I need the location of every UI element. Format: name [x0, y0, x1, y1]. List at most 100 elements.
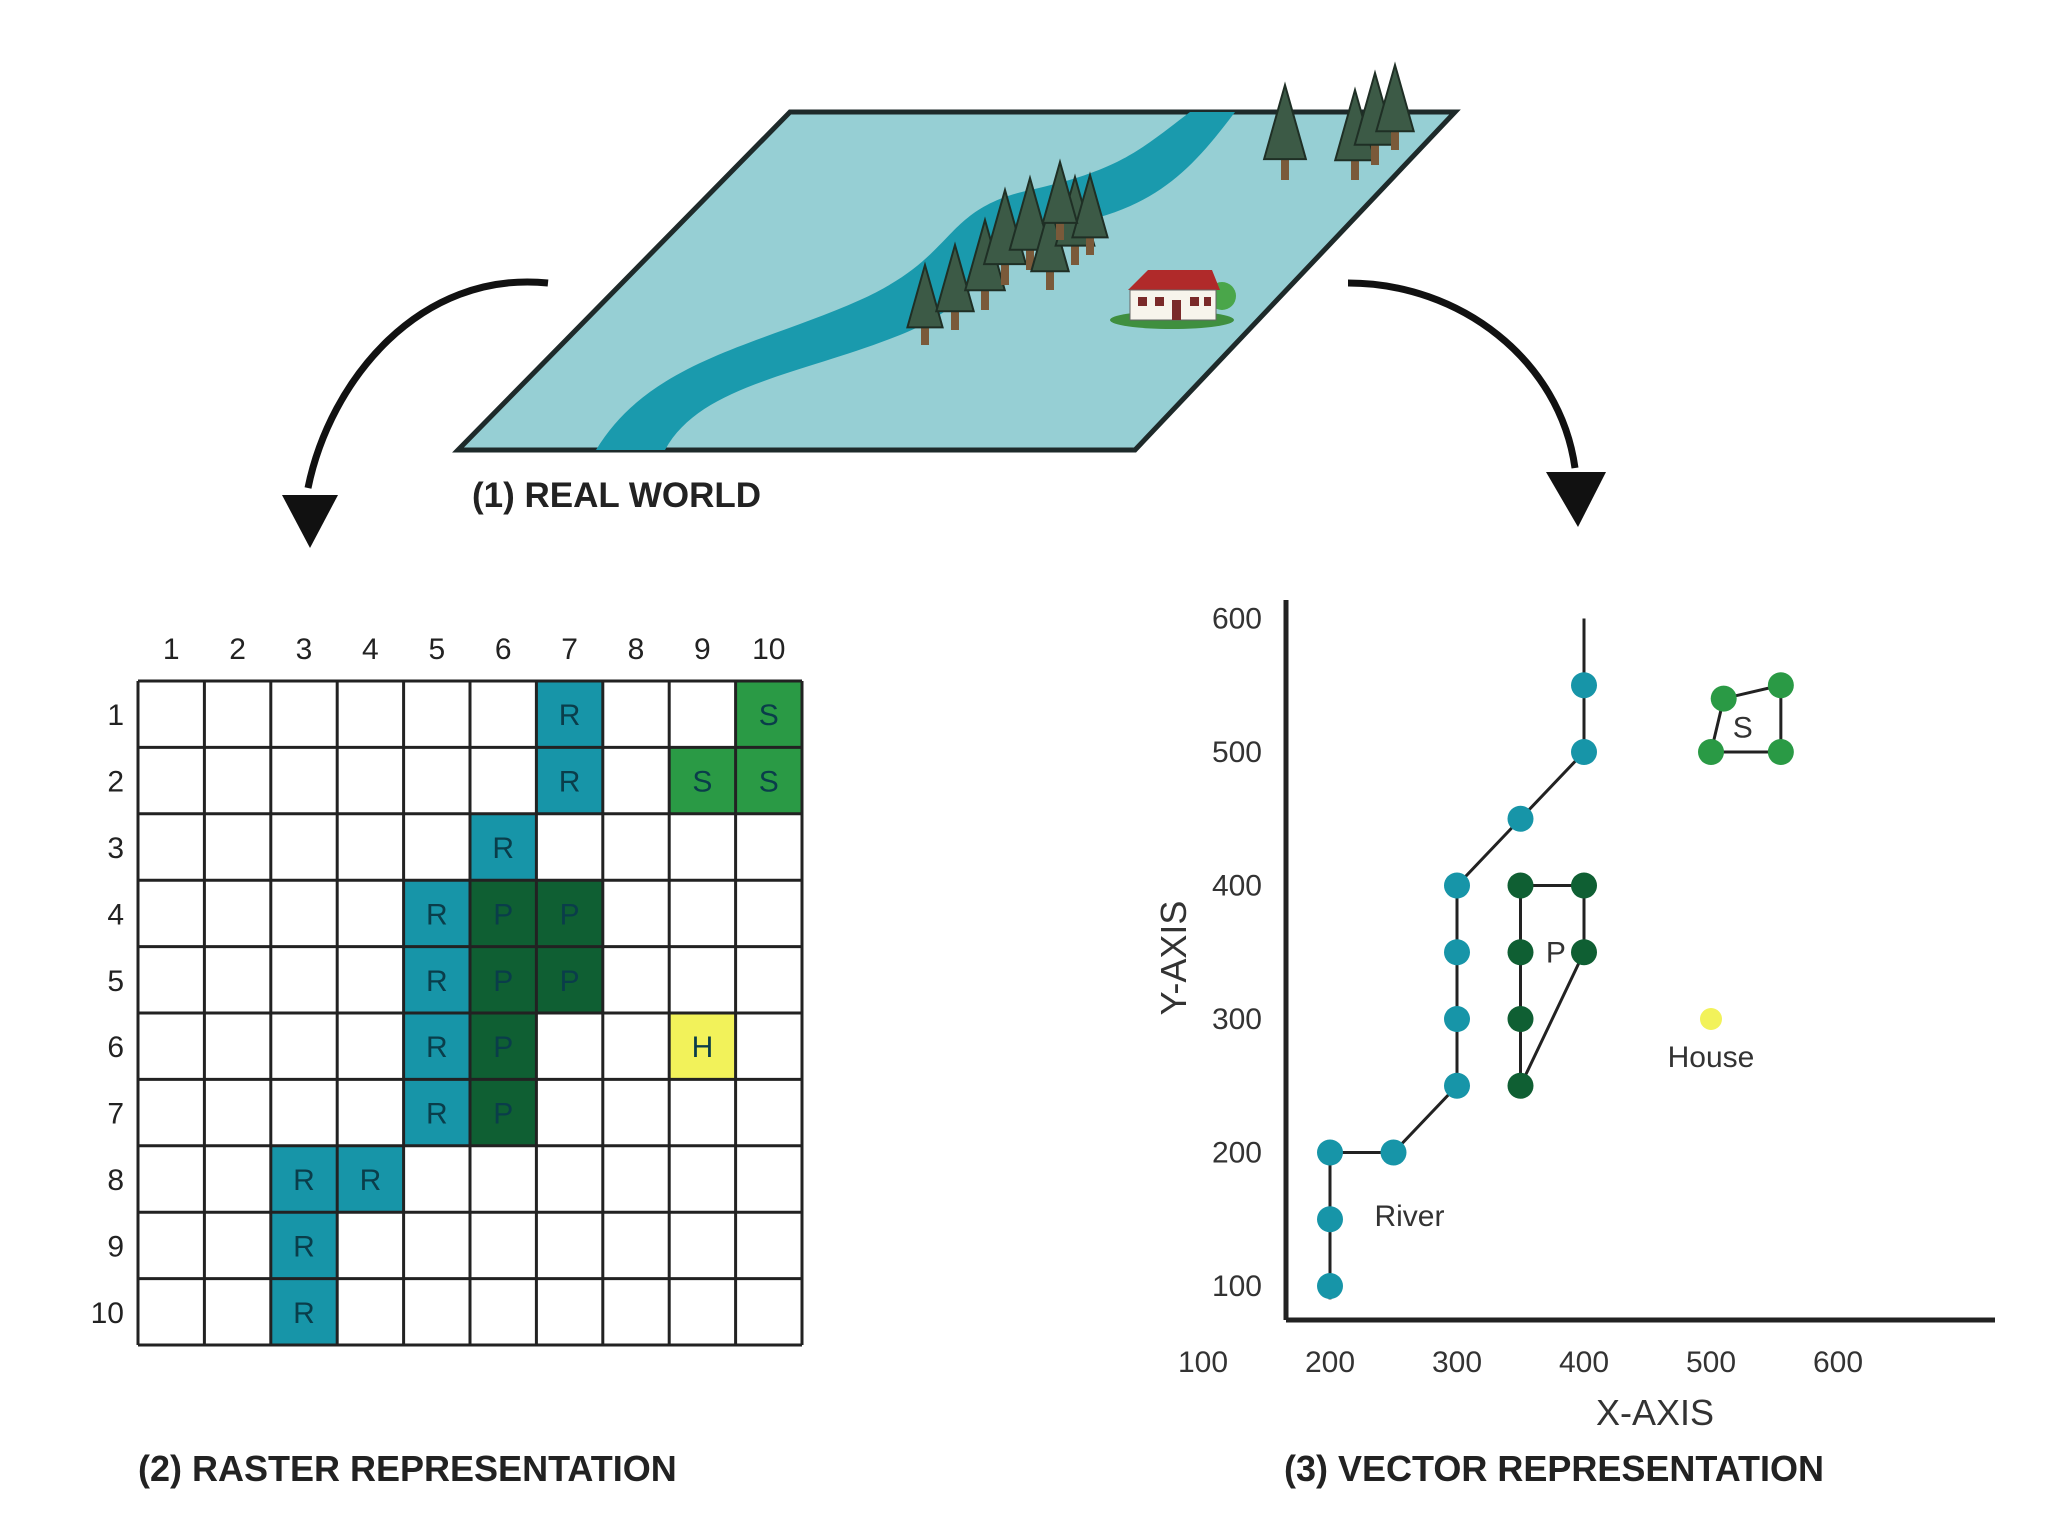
raster-row-label: 3: [107, 832, 124, 865]
y-tick-label: 200: [1212, 1137, 1262, 1170]
raster-column-label: 5: [428, 633, 445, 666]
raster-cell-label: S: [759, 699, 779, 732]
raster-cell-label: P: [493, 898, 513, 931]
y-tick-label: 600: [1212, 603, 1262, 636]
s-node: [1767, 739, 1794, 765]
raster-cell-fill: [270, 1145, 338, 1213]
raster-column-label: 9: [694, 633, 711, 666]
raster-cell-fill: [403, 1079, 470, 1146]
raster-cell-label: R: [559, 766, 581, 799]
p-node: [1507, 1072, 1534, 1099]
p-label: P: [1546, 936, 1566, 969]
x-axis-label: X-AXIS: [1596, 1392, 1714, 1433]
raster-row-label: 10: [91, 1297, 124, 1330]
arrow-to-raster-head: [282, 495, 338, 548]
p-polygon-outline: [1519, 884, 1586, 1087]
river-node: [1507, 805, 1534, 832]
tree-canopy: [1374, 61, 1416, 133]
tree-trunk: [981, 284, 989, 310]
tree-trunk: [1281, 153, 1289, 180]
tree-canopy: [906, 261, 944, 329]
raster-column-label: 10: [752, 633, 785, 666]
arrow-to-raster: [304, 278, 549, 489]
tree-trunk: [1001, 258, 1009, 285]
y-tick-label: 100: [1212, 1270, 1262, 1303]
y-tick-label: 500: [1212, 736, 1262, 769]
p-node: [1571, 939, 1597, 966]
river-node: [1571, 672, 1597, 699]
raster-row-label: 6: [107, 1031, 124, 1064]
raster-cell-label: R: [360, 1164, 382, 1197]
raster-cell-label: H: [692, 1031, 714, 1064]
river-node: [1571, 739, 1597, 765]
raster-column-label: 7: [561, 633, 578, 666]
river-node: [1444, 872, 1470, 899]
real-world-caption: (1) REAL WORLD: [472, 476, 762, 515]
y-tick-label: 400: [1212, 870, 1262, 903]
raster-cell-label: R: [426, 1031, 448, 1064]
pine-tree-icon: [1374, 61, 1416, 150]
raster-row-label: 4: [107, 898, 124, 931]
pine-tree-icon: [906, 261, 944, 345]
raster-caption: (2) RASTER REPRESENTATION: [138, 1448, 677, 1489]
river-node: [1380, 1139, 1407, 1166]
raster-cell-label: S: [759, 766, 779, 799]
raster-cell-label: P: [560, 898, 580, 931]
pine-tree-icon: [1041, 158, 1079, 240]
s-node: [1767, 672, 1794, 699]
raster-cell-label: P: [560, 965, 580, 998]
tree-trunk: [1086, 232, 1094, 255]
tree-trunk: [1056, 218, 1064, 240]
tree-canopy: [1071, 171, 1109, 239]
tree-canopy: [1262, 81, 1308, 161]
river-node: [1444, 1006, 1470, 1032]
p-node: [1507, 939, 1534, 966]
raster-cell-fill: [270, 1278, 338, 1345]
tree-canopy: [934, 241, 976, 313]
raster-cell-fill: [669, 1013, 736, 1080]
raster-cell-label: S: [692, 766, 712, 799]
raster-row-label: 7: [107, 1098, 124, 1131]
raster-cell-label: R: [293, 1164, 315, 1197]
p-node: [1507, 1006, 1534, 1032]
arrow-to-vector: [1347, 279, 1579, 469]
raster-row-label: 9: [107, 1230, 124, 1263]
house-label: House: [1668, 1041, 1755, 1074]
raster-cell-fill: [403, 880, 470, 947]
raster-row-label: 1: [107, 699, 124, 732]
x-tick-label: 600: [1813, 1346, 1863, 1379]
tree-trunk: [1046, 266, 1054, 290]
raster-column-label: 2: [229, 633, 246, 666]
raster-row-label: 5: [107, 965, 124, 998]
raster-cell-label: R: [426, 898, 448, 931]
raster-cell-label: R: [293, 1230, 315, 1263]
raster-cell-label: P: [493, 1098, 513, 1131]
raster-cell-fill: [470, 946, 537, 1013]
raster-column-label: 8: [628, 633, 645, 666]
tree-trunk: [1371, 139, 1379, 165]
raster-cell-fill: [403, 1013, 470, 1080]
raster-cell-fill: [337, 1145, 404, 1213]
x-tick-label: 500: [1686, 1346, 1736, 1379]
river-label: River: [1374, 1200, 1444, 1233]
raster-cell-label: R: [559, 699, 581, 732]
x-tick-label: 100: [1178, 1346, 1228, 1379]
raster-cell-label: R: [426, 965, 448, 998]
raster-cell-fill: [536, 880, 603, 947]
raster-cell-label: R: [293, 1297, 315, 1330]
arrow-to-vector-head: [1546, 472, 1606, 527]
s-node: [1710, 685, 1737, 712]
x-tick-label: 200: [1305, 1346, 1355, 1379]
raster-column-label: 3: [296, 633, 313, 666]
raster-row-label: 2: [107, 766, 124, 799]
x-tick-label: 300: [1432, 1346, 1482, 1379]
raster-cell-fill: [470, 1079, 537, 1146]
river-node: [1444, 1072, 1470, 1099]
river-node: [1317, 1273, 1343, 1299]
pine-tree-icon: [1008, 174, 1052, 270]
raster-cell-fill: [669, 747, 736, 814]
